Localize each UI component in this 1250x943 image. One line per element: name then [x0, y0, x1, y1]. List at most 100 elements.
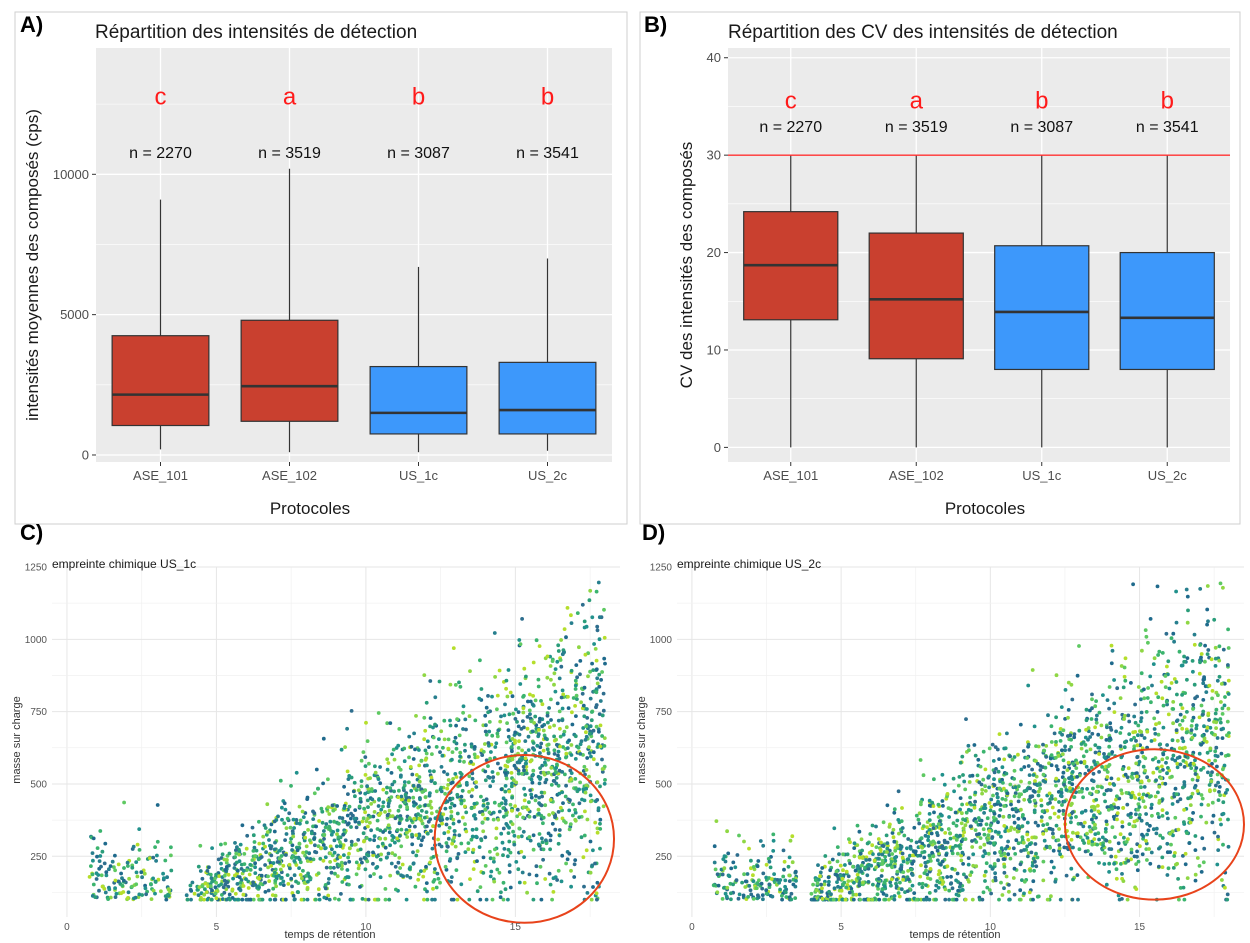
scatter-point	[1165, 841, 1170, 846]
scatter-point	[343, 838, 348, 843]
scatter-point	[452, 829, 457, 833]
scatter-point	[1083, 849, 1088, 854]
scatter-point	[747, 846, 751, 851]
scatter-point	[1005, 844, 1010, 849]
scatter-point	[202, 892, 207, 897]
scatter-point	[113, 886, 117, 890]
scatter-point	[595, 780, 600, 785]
scatter-point	[386, 804, 391, 809]
scatter-point	[155, 803, 160, 807]
scatter-point	[1070, 897, 1075, 902]
scatter-point	[1066, 734, 1070, 738]
scatter-point	[204, 890, 209, 894]
scatter-point	[353, 819, 358, 824]
scatter-point	[391, 747, 396, 752]
scatter-point	[910, 861, 915, 866]
scatter-point	[1182, 654, 1186, 659]
scatter-point	[396, 743, 401, 748]
scatter-point	[1202, 724, 1206, 729]
scatter-point	[1041, 832, 1046, 836]
scatter-point	[517, 812, 522, 816]
scatter-point	[997, 830, 1001, 835]
scatter-point	[1131, 824, 1136, 829]
scatter-point	[517, 638, 522, 642]
scatter-point	[984, 861, 989, 866]
scatter-point	[1197, 751, 1202, 756]
scatter-point	[602, 607, 606, 612]
scatter-point	[1084, 718, 1089, 723]
scatter-point	[927, 818, 932, 822]
y-tick-label: 40	[707, 50, 721, 65]
scatter-point	[1156, 759, 1161, 764]
scatter-point	[900, 806, 904, 810]
scatter-point	[433, 722, 437, 727]
scatter-point	[448, 718, 452, 723]
scatter-point	[721, 857, 726, 861]
scatter-point	[312, 791, 317, 796]
scatter-point	[291, 831, 295, 836]
scatter-point	[459, 801, 464, 806]
scatter-point	[385, 813, 390, 818]
count-labels: n = 2270 n = 3519 n = 3087 n = 3541	[759, 119, 1198, 136]
scatter-point	[593, 647, 598, 651]
scatter-point	[551, 890, 556, 894]
scatter-point	[725, 885, 730, 890]
scatter-point	[142, 871, 147, 876]
scatter-point	[569, 753, 574, 757]
scatter-point	[365, 859, 370, 864]
scatter-point	[423, 728, 428, 733]
scatter-point	[210, 879, 215, 884]
scatter-point	[1214, 726, 1218, 730]
scatter-point	[91, 858, 95, 863]
scatter-point	[521, 764, 526, 769]
scatter-point	[588, 799, 593, 804]
scatter-point	[967, 780, 972, 784]
scatter-point	[962, 830, 966, 835]
scatter-point	[151, 855, 156, 860]
scatter-point	[594, 667, 599, 672]
scatter-point	[1030, 863, 1035, 868]
scatter-point	[1183, 862, 1188, 867]
scatter-point	[1110, 825, 1115, 830]
scatter-point	[402, 759, 407, 764]
scatter-point	[449, 814, 454, 819]
scatter-point	[898, 880, 902, 885]
scatter-point	[771, 832, 776, 837]
scatter-point	[322, 832, 327, 837]
scatter-point	[386, 851, 391, 856]
scatter-point	[851, 897, 856, 902]
scatter-point	[1208, 725, 1213, 730]
scatter-point	[240, 897, 245, 902]
scatter-point	[818, 870, 823, 875]
scatter-point	[578, 752, 583, 756]
scatter-point	[594, 589, 599, 594]
scatter-point	[1091, 786, 1095, 791]
scatter-point	[346, 855, 350, 860]
scatter-point	[349, 816, 353, 821]
scatter-point	[853, 868, 858, 873]
scatter-point	[1030, 668, 1035, 672]
scatter-point	[1077, 728, 1082, 733]
scatter-point	[399, 797, 404, 802]
scatter-point	[554, 781, 559, 786]
scatter-point	[154, 859, 159, 863]
scatter-point	[334, 844, 339, 849]
scatter-point	[220, 852, 225, 857]
scatter-point	[263, 844, 267, 849]
scatter-point	[1134, 761, 1139, 766]
scatter-point	[501, 853, 505, 858]
scatter-point	[561, 650, 566, 655]
chart-title: Répartition des CV des intensités de dét…	[728, 22, 1118, 43]
scatter-point	[1154, 691, 1159, 696]
scatter-point	[1154, 826, 1159, 831]
scatter-point	[554, 765, 559, 770]
scatter-point	[414, 788, 419, 792]
scatter-point	[1136, 723, 1141, 728]
scatter-point	[203, 881, 208, 886]
scatter-point	[595, 830, 600, 835]
scatter-point	[475, 859, 479, 863]
scatter-point	[1213, 645, 1218, 650]
scatter-point	[918, 874, 923, 879]
scatter-point	[1165, 664, 1169, 669]
scatter-point	[87, 875, 92, 879]
